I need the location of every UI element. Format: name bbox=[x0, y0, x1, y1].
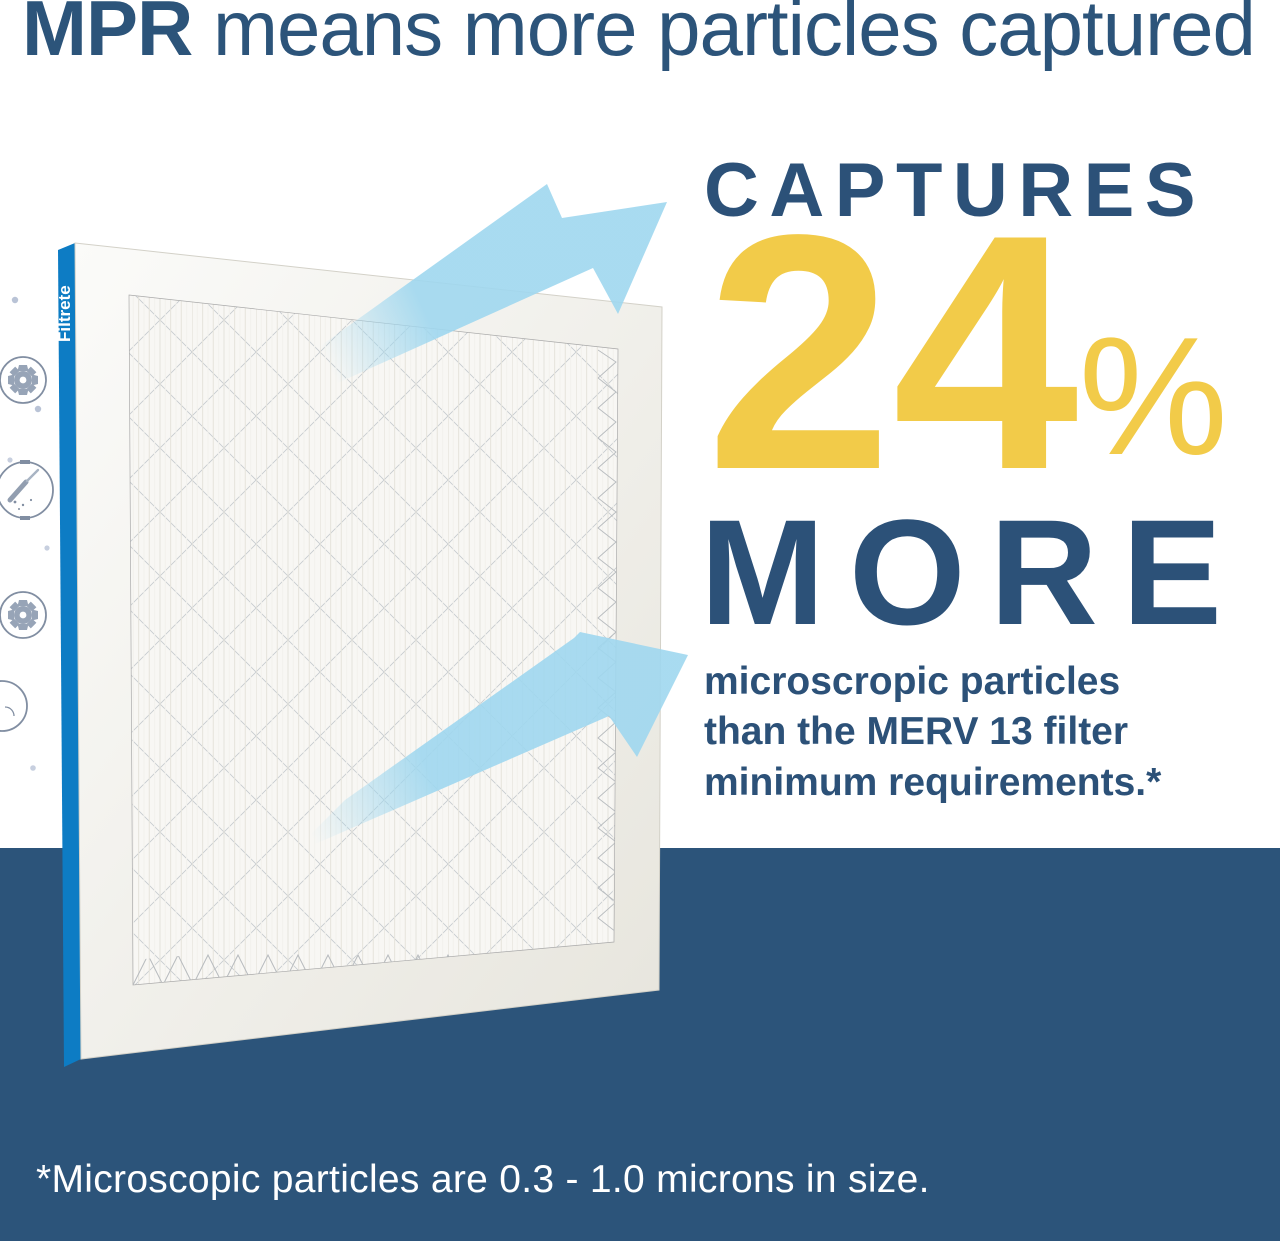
svg-text:Filtrete: Filtrete bbox=[55, 285, 74, 342]
